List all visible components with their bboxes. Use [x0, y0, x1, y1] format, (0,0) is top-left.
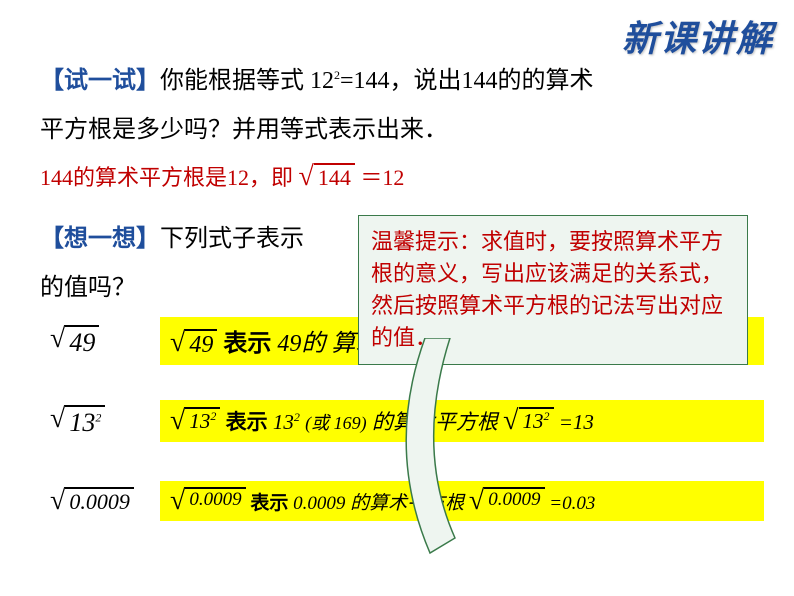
expr-1-label: 表示 [223, 331, 271, 357]
answer-part-2: ＝12 [360, 165, 404, 190]
expr-2-label: 表示 [226, 410, 268, 434]
try-line-1: 【试一试】你能根据等式 122=144，说出144的的算术 [40, 60, 764, 103]
expr-2-r-rad: 13 [189, 409, 210, 433]
expr-2-rad2: 13 [523, 409, 544, 433]
expr-2-l-rad: 13 [69, 408, 95, 437]
expr-3-label: 表示 [250, 493, 288, 514]
expr-1-left: √49 [50, 324, 160, 358]
expr-1-r-rad: 49 [185, 329, 217, 360]
try-line-2: 平方根是多少吗？并用等式表示出来． [40, 109, 764, 152]
expr-2-rad2-sup: 2 [544, 409, 550, 423]
try-text-1: 你能根据等式 12 [160, 68, 334, 94]
think-bracket: 【想一想】 [40, 226, 160, 252]
expr-1-mid: 49的 [277, 331, 325, 357]
expr-3-eq: =0.03 [549, 493, 595, 514]
expr-3-r-rad: 0.0009 [185, 487, 245, 512]
answer-line: 144的算术平方根是12，即 √144 ＝12 [40, 158, 764, 198]
expr-2-l-sup: 2 [95, 410, 101, 424]
expr-1-left-rad: 49 [65, 325, 99, 358]
expr-2-mid-sup: 2 [294, 410, 300, 424]
expr-2-eq: =13 [559, 410, 594, 434]
answer-sqrt: √144 [299, 163, 355, 191]
expr-2-paren: (或 169) [305, 413, 367, 433]
radical-sign: √ [299, 163, 314, 191]
answer-radicand: 144 [314, 163, 355, 191]
think-text-1: 下列式子表示 [160, 226, 304, 252]
expr-2-left: √132 [50, 404, 160, 438]
expr-3-left: √0.0009 [50, 487, 160, 515]
section-header: 新课讲解 [622, 10, 774, 62]
expr-3-l-rad: 0.0009 [65, 487, 134, 515]
expr-2-mid: 13 [273, 410, 294, 434]
try-text-2: =144，说出144的的算术 [340, 68, 594, 94]
answer-part-1: 144的算术平方根是12，即 [40, 165, 293, 190]
tip-label: 温馨提示： [371, 229, 481, 254]
expr-2-r-sup: 2 [210, 409, 216, 423]
expr-3-rad2: 0.0009 [484, 487, 544, 512]
try-bracket: 【试一试】 [40, 68, 160, 94]
expr-3-mid: 0.0009 [293, 493, 345, 514]
